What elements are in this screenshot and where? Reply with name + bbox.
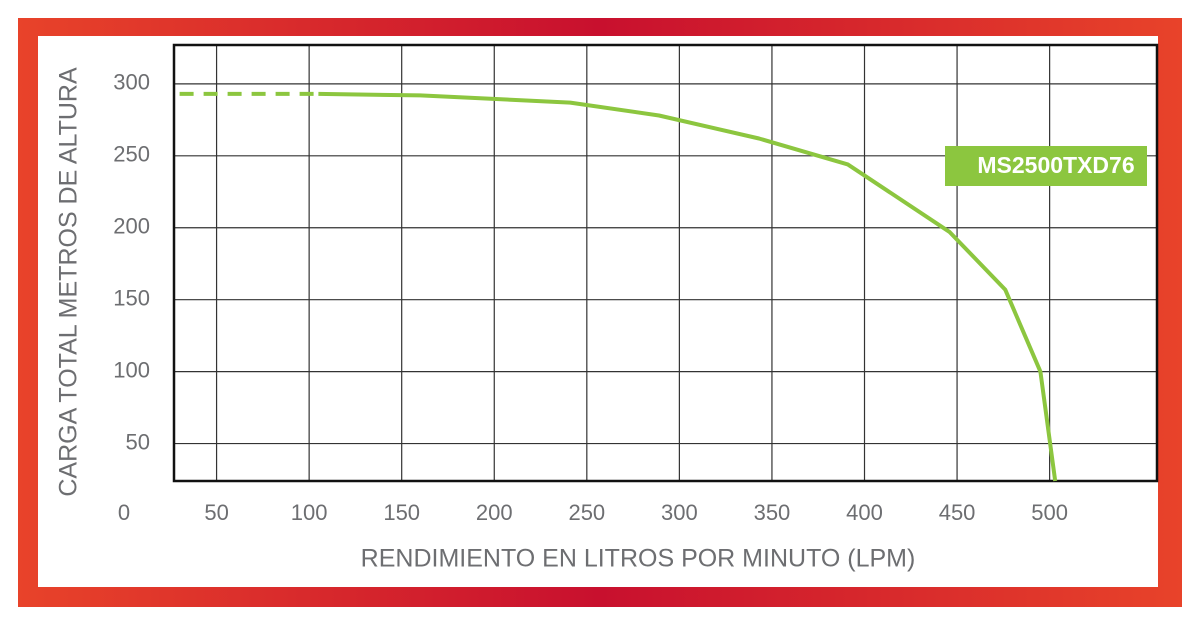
y-tick-label: 300	[113, 70, 150, 95]
panel	[38, 36, 1158, 587]
x-tick-label: 100	[291, 500, 328, 525]
x-tick-label: 350	[754, 500, 791, 525]
y-tick-label: 250	[113, 142, 150, 167]
x-tick-label: 400	[846, 500, 883, 525]
series-label: MS2500TXD76	[977, 152, 1134, 178]
x-tick-label: 250	[568, 500, 605, 525]
x-tick-label: 200	[476, 500, 513, 525]
y-tick-label: 150	[113, 286, 150, 311]
grid	[174, 45, 1157, 481]
y-tick-label: 100	[113, 357, 150, 382]
x-axis-title: RENDIMIENTO EN LITROS POR MINUTO (LPM)	[361, 545, 916, 573]
y-axis-title: CARGA TOTAL METROS DE ALTURA	[55, 67, 83, 497]
x-tick-label: 50	[204, 500, 228, 525]
series-label-box	[945, 146, 1147, 186]
marks: MS2500TXD76	[179, 91, 1147, 482]
x-tick-label: 150	[383, 500, 420, 525]
x-tick-label: 500	[1031, 500, 1068, 525]
x-tick-label: 300	[661, 500, 698, 525]
y-tick-label: 200	[113, 214, 150, 239]
series-line	[318, 91, 1058, 482]
x-tick-label: 450	[939, 500, 976, 525]
plot-border	[172, 43, 1159, 483]
x-tick-label: 0	[118, 500, 130, 525]
y-tick-label: 50	[126, 429, 150, 454]
